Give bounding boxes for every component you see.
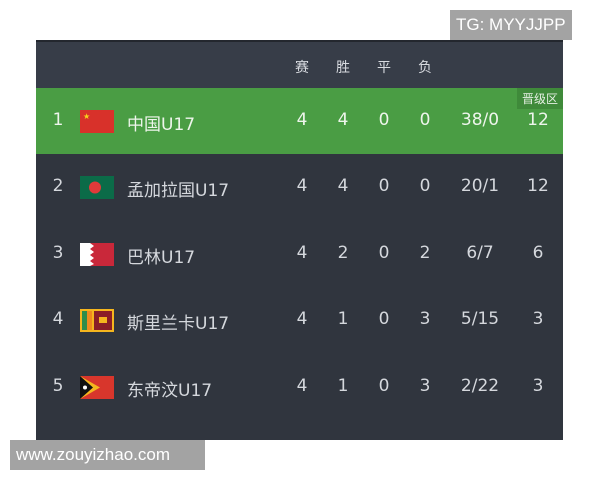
standings-table: 赛 胜 平 负 1 ★ 中国U17 4 4 0 0 38/0 12 晋级区 2 孟加拉国U17 4… [36, 40, 563, 440]
team-name: 东帝汶U17 [127, 380, 213, 401]
bangladesh-flag-icon [80, 176, 114, 200]
rank: 3 [52, 242, 64, 263]
goals-value: 20/1 [460, 176, 500, 197]
drawn-value: 0 [378, 110, 390, 130]
goals-value: 5/15 [460, 309, 500, 330]
promotion-zone-badge: 晋级区 [516, 88, 563, 109]
won-value: 1 [337, 375, 349, 396]
team-name: 巴林U17 [127, 247, 196, 268]
header-drawn: 平 [377, 60, 391, 76]
won-value: 4 [337, 110, 349, 130]
goals-value: 2/22 [460, 375, 500, 396]
won-value: 2 [337, 242, 349, 263]
lost-value: 2 [419, 242, 431, 263]
won-value: 4 [337, 176, 349, 197]
points-value: 12 [527, 110, 549, 130]
points-value: 6 [532, 242, 544, 263]
won-value: 1 [337, 309, 349, 330]
lost-value: 0 [419, 110, 431, 130]
watermark-bottom: www.zouyizhao.com [10, 440, 205, 470]
rank: 5 [52, 375, 64, 396]
drawn-value: 0 [378, 242, 390, 263]
table-row[interactable]: 2 孟加拉国U17 4 4 0 0 20/1 12 [36, 154, 563, 220]
points-value: 3 [532, 375, 544, 396]
header-won: 胜 [336, 60, 350, 76]
timor-leste-flag-icon [80, 375, 114, 399]
team-name: 中国U17 [127, 115, 196, 135]
sri-lanka-flag-icon [80, 309, 114, 333]
played-value: 4 [296, 176, 308, 197]
table-row[interactable]: 3 巴林U17 4 2 0 2 6/7 6 [36, 221, 563, 287]
played-value: 4 [296, 110, 308, 130]
goals-value: 6/7 [466, 242, 494, 263]
team-name: 斯里兰卡U17 [127, 314, 230, 335]
rank: 2 [52, 176, 64, 197]
china-flag-icon: ★ [80, 110, 114, 133]
drawn-value: 0 [378, 309, 390, 330]
played-value: 4 [296, 309, 308, 330]
team-name: 孟加拉国U17 [127, 181, 230, 202]
header-played: 赛 [295, 60, 309, 76]
table-row[interactable]: 4 斯里兰卡U17 4 1 0 3 5/15 3 [36, 287, 563, 353]
lost-value: 3 [419, 375, 431, 396]
table-row[interactable]: 5 东帝汶U17 4 1 0 3 2/22 3 [36, 354, 563, 420]
points-value: 3 [532, 309, 544, 330]
drawn-value: 0 [378, 176, 390, 197]
table-row[interactable]: 1 ★ 中国U17 4 4 0 0 38/0 12 晋级区 [36, 88, 563, 154]
rank: 1 [52, 110, 64, 130]
lost-value: 3 [419, 309, 431, 330]
played-value: 4 [296, 375, 308, 396]
rank: 4 [52, 309, 64, 330]
svg-text:★: ★ [83, 112, 90, 121]
table-header: 赛 胜 平 负 [36, 40, 563, 88]
points-value: 12 [527, 176, 549, 197]
bahrain-flag-icon [80, 242, 114, 266]
drawn-value: 0 [378, 375, 390, 396]
lost-value: 0 [419, 176, 431, 197]
goals-value: 38/0 [460, 110, 500, 130]
watermark-top: TG: MYYJJPP [450, 10, 572, 40]
played-value: 4 [296, 242, 308, 263]
header-lost: 负 [418, 60, 432, 76]
